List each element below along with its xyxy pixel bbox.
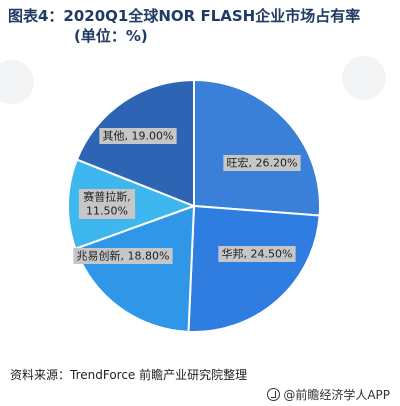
slice-label-0: 旺宏, 26.20% (223, 155, 301, 171)
slice-label-4: 其他, 19.00% (99, 128, 177, 144)
slice-label-text-3: 11.50% (86, 205, 128, 218)
slice-label-1: 华邦, 24.50% (218, 246, 296, 262)
slice-label-text-4: 其他, 19.00% (103, 130, 174, 143)
slice-label-text-2: 兆易创新, 18.80% (77, 249, 170, 263)
slice-label-3: 赛普拉斯,11.50% (78, 189, 136, 219)
watermark: @前瞻经济学人APP (267, 386, 390, 403)
pie-slice-1 (187, 204, 321, 333)
chart-title: 图表4：2020Q1全球NOR FLASH企业市场占有率 (单位：%) (8, 6, 392, 46)
slice-label-text-3: 赛普拉斯, (83, 190, 131, 204)
slice-label-box-3 (78, 189, 136, 219)
slice-label-2: 兆易创新, 18.80% (73, 248, 173, 264)
chart-title-line2: (单位：%) (74, 27, 148, 45)
slice-label-box-2 (73, 248, 173, 264)
watermark-text: @前瞻经济学人APP (283, 388, 390, 402)
slice-label-box-1 (218, 246, 296, 262)
source-note: 资料来源：TrendForce 前瞻产业研究院整理 (10, 368, 248, 382)
slice-label-box-0 (223, 155, 301, 171)
qianzhan-logo-icon (267, 388, 281, 401)
chart-title-line1: 图表4：2020Q1全球NOR FLASH企业市场占有率 (8, 7, 361, 25)
slice-label-text-1: 华邦, 24.50% (222, 247, 293, 261)
slice-label-box-4 (99, 128, 177, 144)
watermark-circle-left (0, 60, 34, 104)
pie-slice-0 (193, 78, 321, 217)
slice-label-text-0: 旺宏, 26.20% (227, 156, 298, 170)
watermark-circle-right (342, 56, 386, 100)
